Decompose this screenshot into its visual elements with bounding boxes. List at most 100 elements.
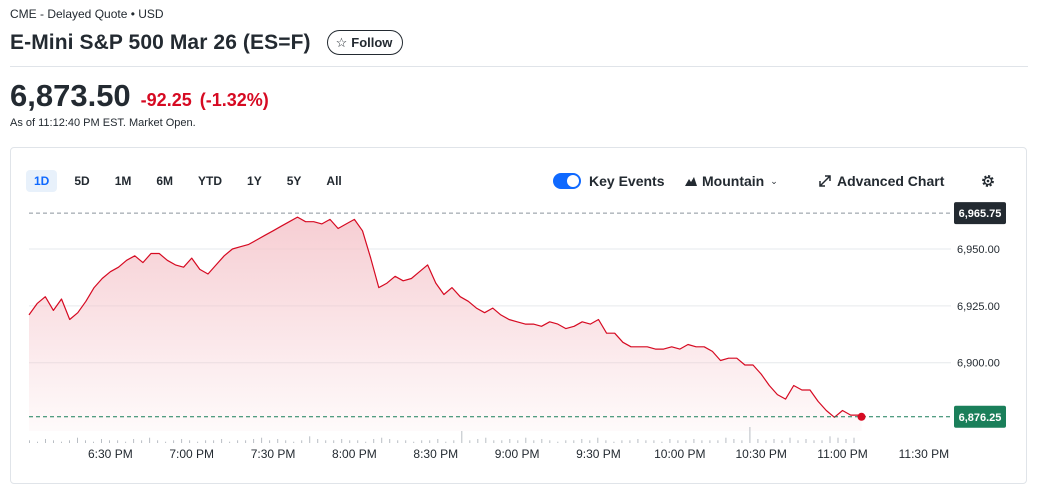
- range-5y-button[interactable]: 5Y: [286, 174, 302, 188]
- volume-bar: [685, 440, 687, 443]
- volume-bar: [101, 439, 102, 443]
- volume-bar: [557, 441, 559, 443]
- volume-bar: [405, 440, 407, 443]
- volume-bar: [725, 437, 727, 443]
- volume-bar: [341, 439, 343, 443]
- previous-close-badge: [954, 202, 1006, 225]
- mountain-icon: [685, 177, 697, 186]
- volume-bar: [389, 439, 391, 443]
- volume-bar: [285, 440, 287, 443]
- volume-bar: [429, 440, 431, 443]
- volume-bar: [165, 441, 167, 443]
- quote-row: 6,873.50 -92.25 (-1.32%): [10, 78, 269, 114]
- volume-bar: [853, 437, 855, 443]
- range-1y-button[interactable]: 1Y: [247, 174, 262, 188]
- range-5d-button[interactable]: 5D: [74, 174, 90, 188]
- volume-bar: [813, 440, 815, 443]
- volume-bar: [453, 440, 455, 443]
- volume-bar: [149, 437, 151, 443]
- volume-bar: [109, 440, 110, 443]
- x-tick-label: 10:30 PM: [735, 447, 786, 461]
- volume-bar: [829, 436, 831, 443]
- volume-bar: [509, 439, 511, 443]
- volume-bar: [309, 436, 311, 443]
- quote-timestamp: As of 11:12:40 PM EST. Market Open.: [10, 117, 196, 129]
- x-tick-label: 8:30 PM: [413, 447, 458, 461]
- follow-button[interactable]: ☆ Follow: [326, 30, 404, 55]
- volume-bar: [173, 440, 175, 443]
- key-events-label: Key Events: [589, 173, 665, 189]
- volume-bar: [485, 437, 487, 443]
- volume-bar: [677, 440, 679, 443]
- price-area: [29, 217, 862, 431]
- volume-bar: [693, 439, 695, 443]
- volume-bar: [229, 441, 231, 443]
- gear-icon[interactable]: [980, 173, 996, 189]
- range-ytd-button[interactable]: YTD: [198, 174, 223, 188]
- volume-bar: [293, 441, 295, 443]
- volume-bar: [797, 440, 799, 443]
- volume-bar: [205, 440, 207, 443]
- volume-bar: [789, 437, 791, 443]
- volume-bar: [61, 441, 62, 443]
- volume-bar: [605, 440, 607, 443]
- volume-bar: [181, 439, 183, 443]
- range-1d-button[interactable]: 1D: [26, 170, 58, 192]
- chevron-down-icon: ⌄: [770, 175, 778, 186]
- x-tick-label: 7:00 PM: [169, 447, 214, 461]
- range-selector: 1D 5D 1M 6M YTD 1Y 5Y All: [26, 170, 359, 192]
- volume-bar: [45, 439, 46, 443]
- volume-bar: [741, 440, 743, 443]
- x-tick-label: 8:00 PM: [332, 447, 377, 461]
- volume-bar: [301, 440, 303, 443]
- expand-icon: [819, 175, 831, 187]
- volume-bar: [637, 439, 639, 443]
- x-tick-label: 11:00 PM: [817, 447, 867, 461]
- current-point-marker: [857, 412, 866, 421]
- volume-bar: [565, 440, 567, 443]
- exchange-info: CME - Delayed Quote • USD: [10, 7, 164, 21]
- range-all-button[interactable]: All: [326, 174, 342, 188]
- volume-bar: [413, 441, 415, 443]
- volume-bar: [365, 441, 367, 443]
- volume-bar: [261, 437, 263, 443]
- volume-bar: [837, 437, 839, 443]
- price-line: [28, 216, 862, 418]
- volume-bar: [421, 440, 423, 443]
- volume-bar: [533, 440, 535, 443]
- volume-bar: [821, 440, 823, 443]
- volume-bar: [93, 441, 94, 443]
- volume-bar: [653, 440, 655, 443]
- volume-bar: [709, 440, 711, 443]
- price-change-percent: (-1.32%): [199, 90, 269, 110]
- advanced-chart-button[interactable]: Advanced Chart: [819, 170, 944, 192]
- volume-bar: [781, 440, 783, 443]
- range-1m-button[interactable]: 1M: [114, 174, 132, 188]
- volume-bar: [325, 440, 327, 443]
- volume-bar: [717, 440, 719, 443]
- volume-bar: [37, 441, 38, 443]
- volume-bar: [581, 439, 583, 443]
- key-events-toggle[interactable]: Key Events: [553, 170, 664, 192]
- price-change: -92.25: [140, 90, 192, 110]
- price-chart[interactable]: 6,950.00 6,925.00 6,900.00 6,965.75 6,876.25…: [11, 148, 1028, 485]
- volume-bar: [661, 441, 663, 443]
- x-tick-label: 9:00 PM: [495, 447, 540, 461]
- volume-bar: [85, 440, 86, 443]
- volume-bar: [69, 440, 70, 443]
- volume-bar: [317, 439, 319, 443]
- volume-bar: [381, 437, 383, 443]
- x-tick-label: 10:00 PM: [654, 447, 705, 461]
- volume-bar: [141, 440, 143, 443]
- volume-bar: [749, 427, 751, 443]
- volume-bar: [53, 440, 54, 443]
- volume-bar: [477, 439, 479, 443]
- volume-bar: [597, 437, 599, 443]
- volume-bar: [757, 439, 759, 443]
- range-6m-button[interactable]: 6M: [156, 174, 174, 188]
- volume-bar: [373, 439, 375, 443]
- chart-type-dropdown[interactable]: Mountain ⌄: [685, 170, 778, 192]
- volume-bar: [645, 440, 647, 443]
- volume-bar: [541, 439, 543, 443]
- chart-controls: Key Events Mountain ⌄ Advanced Chart: [11, 170, 1026, 192]
